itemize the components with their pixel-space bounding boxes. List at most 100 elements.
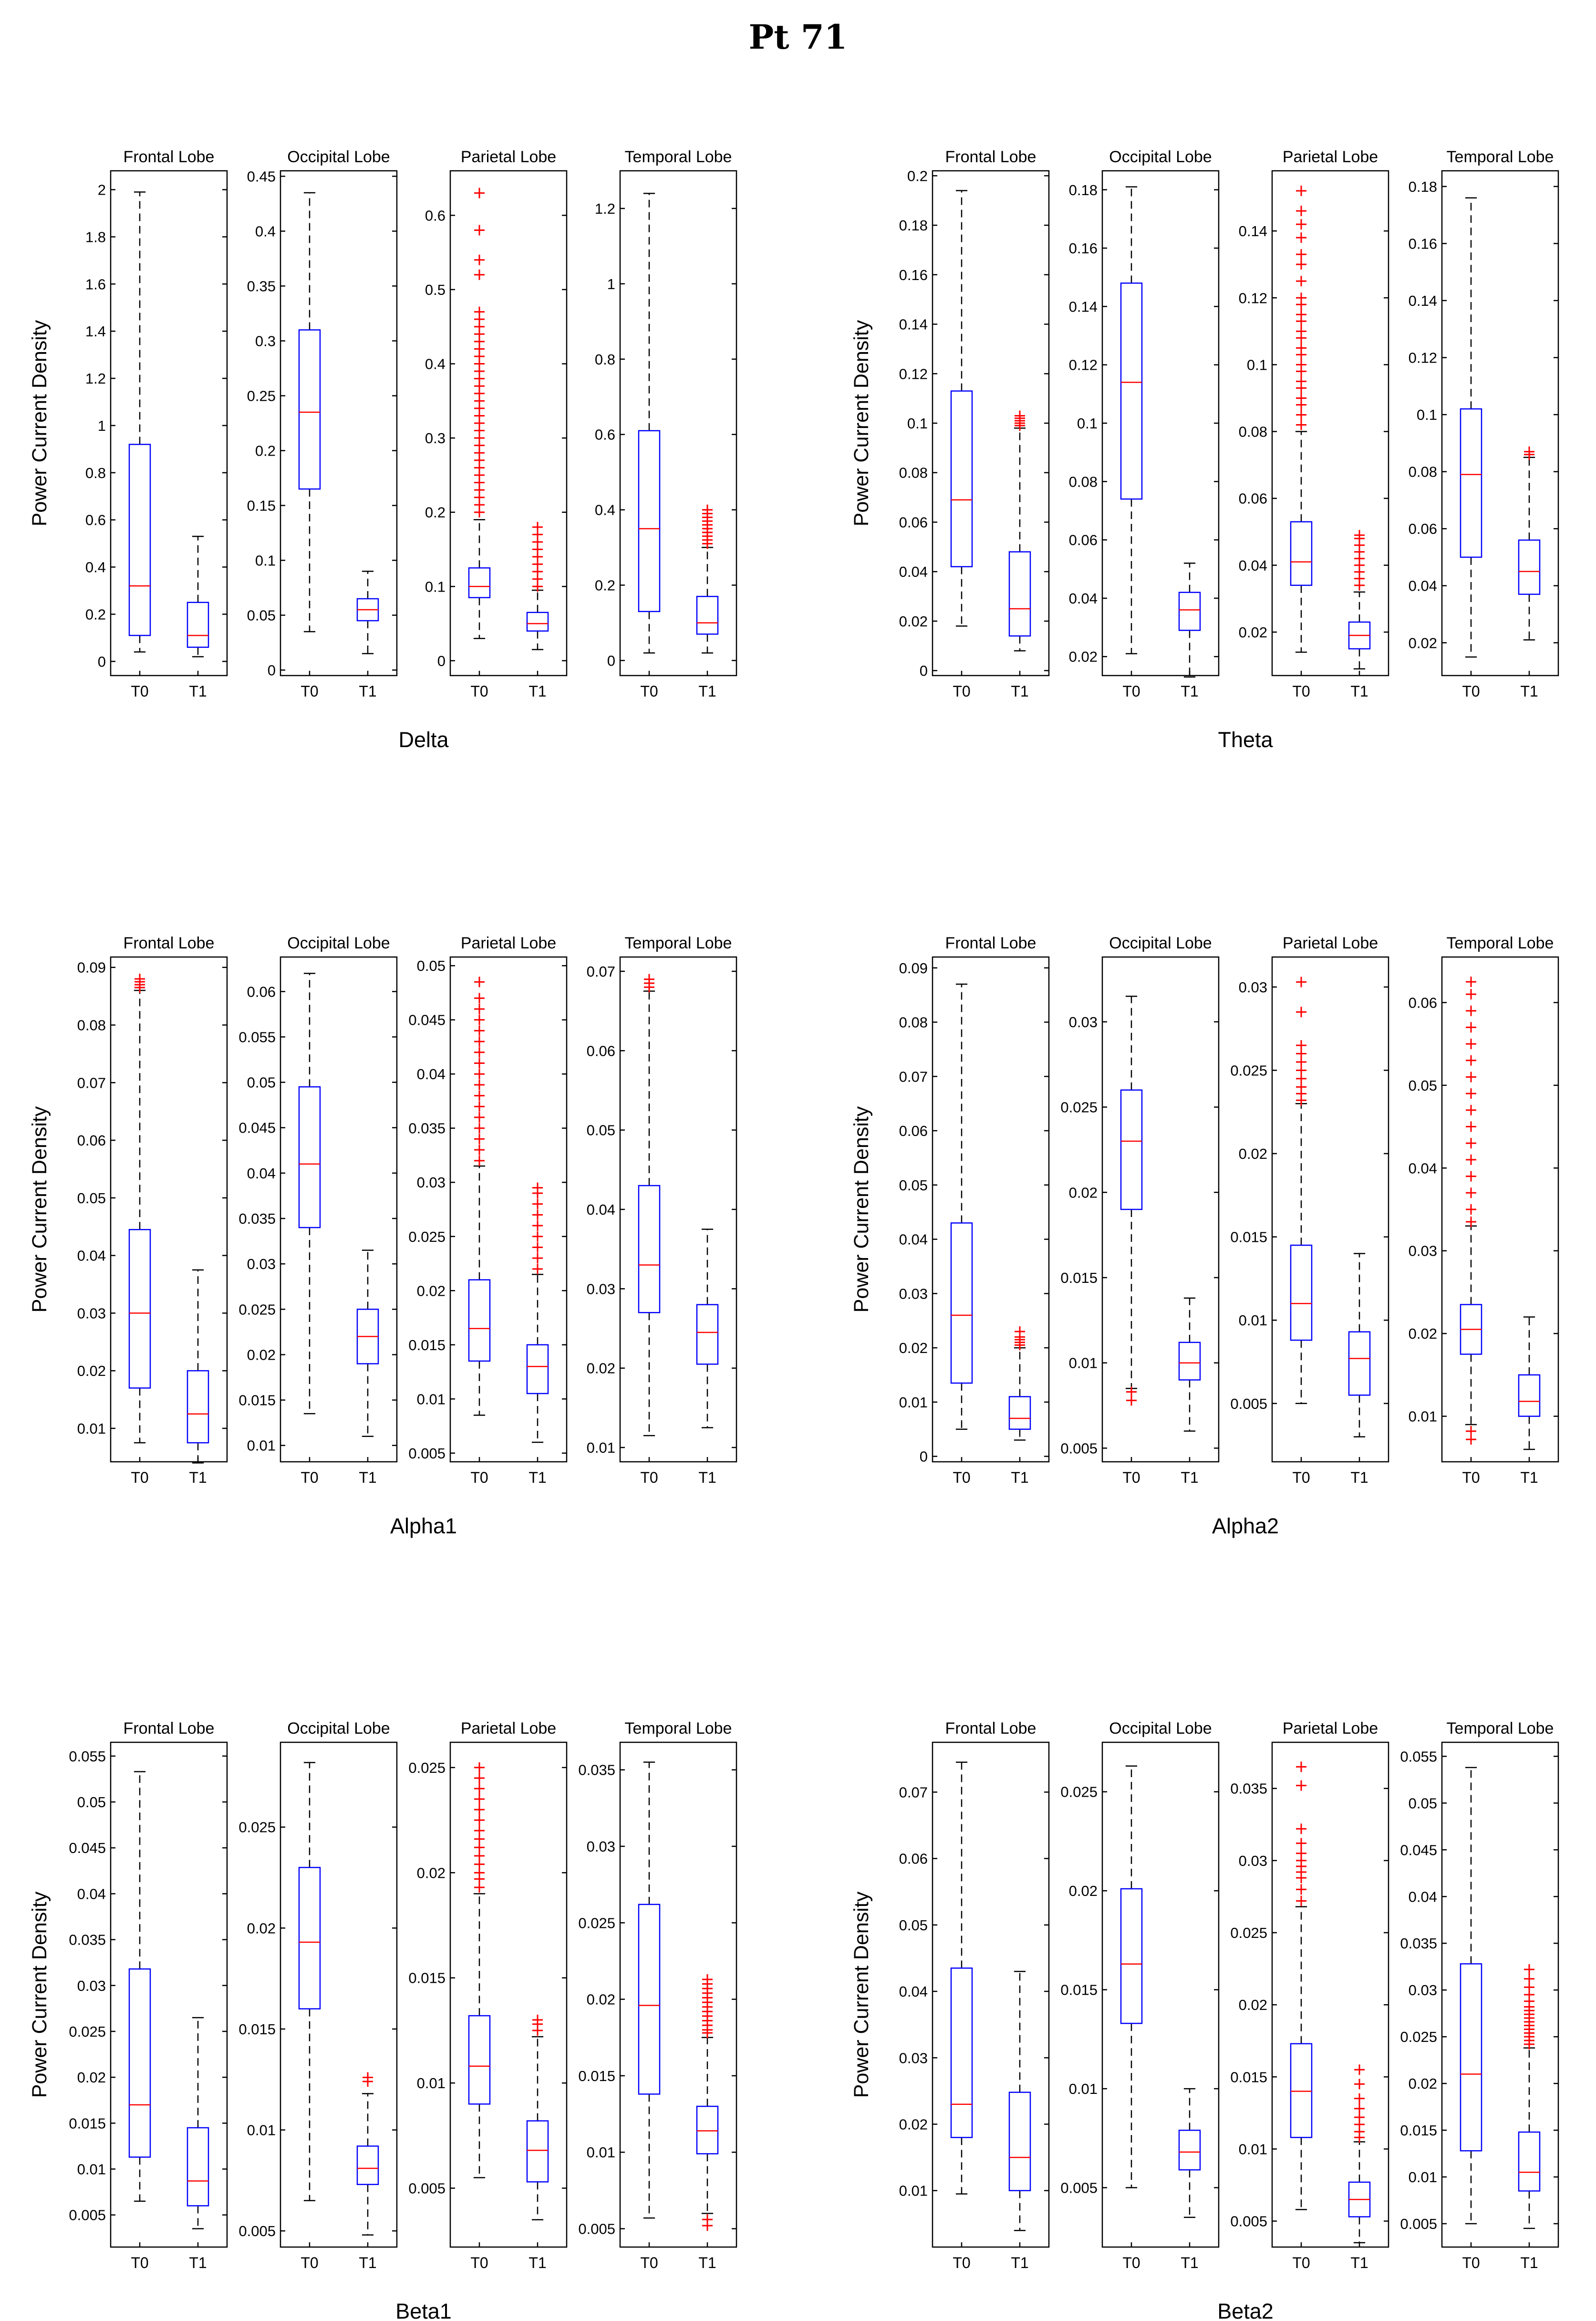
iqr-box bbox=[298, 1867, 321, 2009]
subplot-title: Occipital Lobe bbox=[1109, 148, 1212, 166]
y-tick-label: 0.4 bbox=[425, 356, 446, 373]
subplot-title: Temporal Lobe bbox=[1447, 1719, 1554, 1738]
outlier-marker bbox=[1296, 1761, 1306, 1772]
outlier-marker bbox=[1466, 1088, 1476, 1099]
outlier-marker bbox=[1466, 1005, 1476, 1016]
subplot-title: Frontal Lobe bbox=[124, 148, 215, 166]
outlier-marker bbox=[474, 1794, 485, 1805]
y-tick-label: 0.01 bbox=[1409, 2169, 1437, 2186]
outlier-marker bbox=[1296, 1040, 1306, 1051]
y-tick-label: 0.02 bbox=[417, 1864, 446, 1881]
iqr-box bbox=[950, 1222, 973, 1384]
x-tick-label: T1 bbox=[529, 683, 546, 700]
y-tick-label: 0.025 bbox=[69, 2023, 106, 2040]
y-tick-label: 0.02 bbox=[1069, 1883, 1098, 1899]
band-label-alpha1: Alpha1 bbox=[390, 1514, 457, 1538]
y-tick-label: 0.015 bbox=[1400, 2122, 1437, 2139]
y-tick-label: 0.14 bbox=[1409, 292, 1437, 309]
y-tick-label: 0.8 bbox=[85, 465, 106, 481]
y-tick-label: 0.005 bbox=[1060, 2180, 1098, 2196]
subplot-title: Frontal Lobe bbox=[945, 148, 1036, 166]
y-tick-label: 0.12 bbox=[899, 365, 928, 382]
y-tick-label: 0.07 bbox=[899, 1068, 928, 1085]
outlier-marker bbox=[702, 2214, 713, 2225]
axes-frame bbox=[280, 956, 398, 1463]
box-t1: T1 bbox=[1178, 562, 1201, 700]
y-tick-label: 0.02 bbox=[77, 1363, 106, 1379]
iqr-box bbox=[1008, 1396, 1031, 1430]
band-label-theta: Theta bbox=[1218, 728, 1273, 752]
y-tick-label: 0.18 bbox=[899, 217, 928, 234]
box-t0: T0 bbox=[468, 1762, 491, 2271]
outlier-marker bbox=[1354, 2079, 1365, 2090]
y-tick-label: 0.35 bbox=[247, 278, 276, 295]
subplot-title: Temporal Lobe bbox=[1447, 934, 1554, 952]
y-tick-label: 1 bbox=[607, 276, 615, 292]
axes-frame bbox=[1271, 956, 1389, 1463]
y-tick-label: 0.005 bbox=[1400, 2216, 1437, 2232]
y-tick-label: 0.03 bbox=[587, 1838, 615, 1855]
ylabel-beta2: Power Current Density bbox=[850, 1891, 873, 2098]
subplot-title: Occipital Lobe bbox=[287, 1719, 390, 1738]
y-tick-label: 0.03 bbox=[899, 1285, 928, 1302]
iqr-box bbox=[638, 430, 661, 613]
y-tick-label: 0.01 bbox=[1069, 2081, 1098, 2097]
band-label-beta1: Beta1 bbox=[395, 2299, 452, 2321]
subplot-theta-frontal-lobe: Frontal Lobe 0 0.02 0.04 0.06 0.08 0.1 0.12 0.14… bbox=[899, 148, 1050, 700]
ylabel-alpha1: Power Current Density bbox=[28, 1106, 51, 1312]
y-tick-label: 0.18 bbox=[1409, 178, 1437, 195]
y-tick-label: 0.01 bbox=[587, 2144, 615, 2161]
box-t1: T1 bbox=[696, 504, 719, 700]
box-t1: T1 bbox=[356, 2072, 379, 2271]
outlier-marker bbox=[474, 1014, 485, 1025]
axes-frame bbox=[449, 170, 568, 677]
y-tick-label: 0.04 bbox=[1409, 578, 1437, 594]
axes-frame bbox=[1101, 170, 1220, 677]
axes-frame bbox=[932, 956, 1050, 1463]
y-tick-label: 0.025 bbox=[1400, 2029, 1437, 2045]
outlier-marker bbox=[474, 1112, 485, 1123]
outlier-marker bbox=[1354, 2103, 1365, 2114]
y-tick-label: 0.06 bbox=[899, 514, 928, 531]
y-tick-label: 0.06 bbox=[77, 1132, 106, 1149]
axes-frame bbox=[1271, 170, 1389, 677]
x-tick-label: T0 bbox=[1122, 2254, 1140, 2271]
iqr-box bbox=[1348, 1331, 1371, 1396]
subplot-title: Occipital Lobe bbox=[287, 148, 390, 166]
outlier-marker bbox=[1296, 343, 1306, 354]
y-tick-label: 0.04 bbox=[247, 1165, 276, 1182]
y-tick-label: 0 bbox=[920, 663, 928, 679]
y-tick-label: 0.025 bbox=[1230, 1062, 1267, 1079]
outlier-marker bbox=[1296, 276, 1306, 287]
box-t0: T0 bbox=[1120, 995, 1143, 1486]
x-tick-label: T0 bbox=[1292, 683, 1310, 700]
outlier-marker bbox=[1354, 2064, 1365, 2075]
y-tick-label: 0.02 bbox=[587, 1991, 615, 2008]
outlier-marker bbox=[1524, 1964, 1534, 1975]
outlier-marker bbox=[1466, 1204, 1476, 1215]
iqr-box bbox=[468, 1279, 491, 1362]
y-tick-label: 0.3 bbox=[255, 333, 276, 350]
subplot-title: Occipital Lobe bbox=[1109, 1719, 1212, 1738]
y-tick-label: 0.03 bbox=[1409, 1243, 1437, 1259]
y-tick-label: 0.07 bbox=[587, 963, 615, 980]
y-tick-label: 0.08 bbox=[899, 1014, 928, 1031]
x-tick-label: T0 bbox=[953, 683, 970, 700]
y-tick-label: 0.05 bbox=[417, 958, 446, 974]
iqr-box bbox=[468, 567, 491, 598]
y-tick-label: 0.02 bbox=[1409, 635, 1437, 651]
y-tick-label: 0.06 bbox=[899, 1851, 928, 1867]
subplot-beta1-occipital-lobe: Occipital Lobe 0.005 0.01 0.015 0.02 0.025 T0 T… bbox=[238, 1719, 398, 2271]
y-tick-label: 0.015 bbox=[1230, 2069, 1267, 2085]
ylabel-beta1: Power Current Density bbox=[28, 1891, 51, 2098]
outlier-marker bbox=[474, 187, 485, 198]
axes-frame bbox=[1271, 1741, 1389, 2248]
y-tick-label: 0.05 bbox=[247, 607, 276, 624]
x-tick-label: T1 bbox=[1011, 1469, 1028, 1486]
axes-frame bbox=[1441, 170, 1559, 677]
outlier-marker bbox=[474, 1101, 485, 1112]
subplot-beta2-occipital-lobe: Occipital Lobe 0.005 0.01 0.015 0.02 0.025 T0 T… bbox=[1060, 1719, 1220, 2271]
outlier-marker bbox=[474, 993, 485, 1004]
outlier-marker bbox=[1466, 1171, 1476, 1182]
box-t0: T0 bbox=[950, 1761, 973, 2271]
